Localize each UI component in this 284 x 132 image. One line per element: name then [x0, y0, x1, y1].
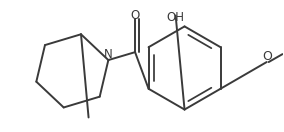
Text: OH: OH — [167, 11, 185, 24]
Text: N: N — [104, 48, 113, 61]
Text: O: O — [130, 9, 140, 22]
Text: O: O — [263, 50, 273, 63]
